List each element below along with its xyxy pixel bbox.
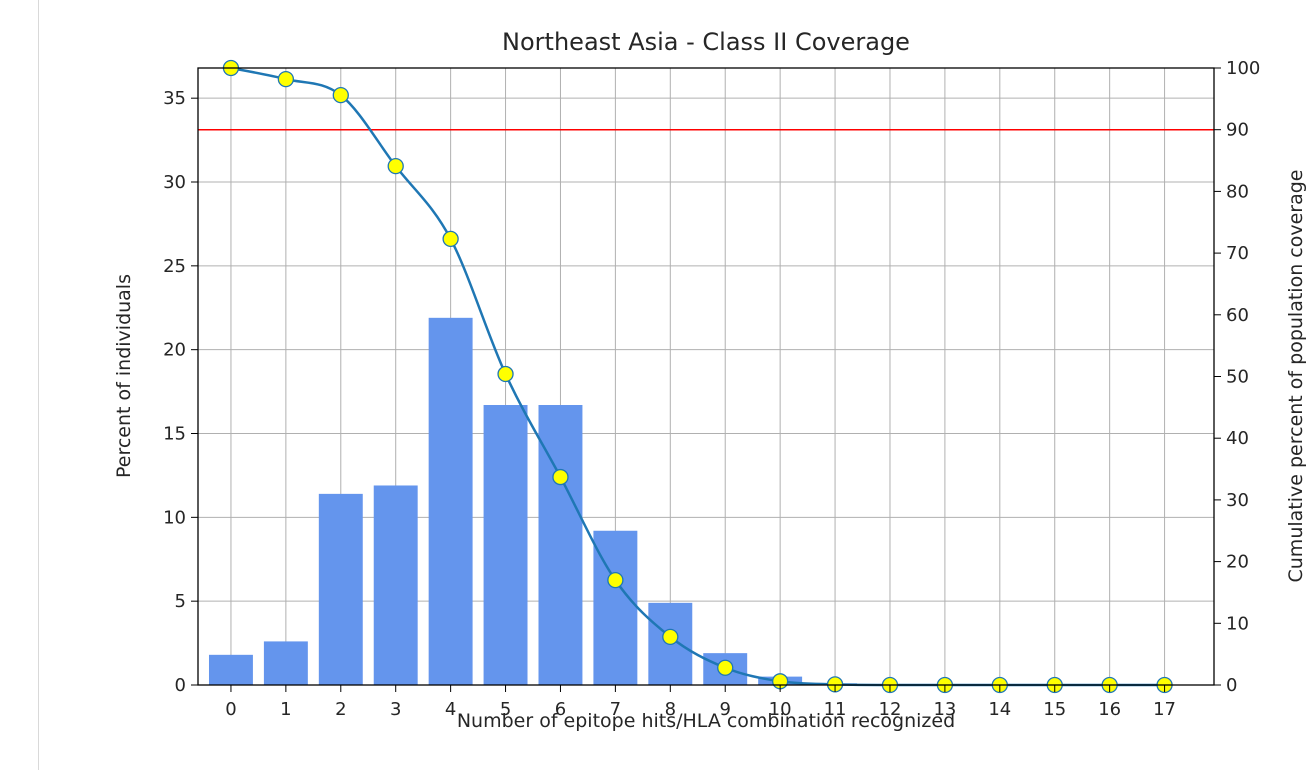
x-tick-label: 10: [769, 699, 792, 720]
coverage-point-9: [717, 659, 734, 676]
coverage-point-6: [552, 468, 569, 486]
x-tick-label: 11: [824, 699, 847, 720]
bar-4: [428, 317, 473, 685]
y2-tick-label: 40: [1226, 428, 1249, 449]
cumulative-line-series: [222, 59, 1173, 694]
coverage-point-2: [332, 86, 349, 104]
x-tick-label: 13: [933, 699, 956, 720]
y-tick-label: 15: [163, 424, 186, 445]
x-tick-label: 2: [335, 699, 346, 720]
coverage-point-7: [607, 571, 624, 589]
y2-tick-label: 80: [1226, 181, 1249, 202]
y2-axis-label: Cumulative percent of population coverag…: [1285, 170, 1307, 583]
y2-tick-label: 30: [1226, 490, 1249, 511]
x-tick-label: 7: [610, 699, 621, 720]
y-tick-label: 35: [163, 88, 186, 109]
y2-tick-label: 50: [1226, 367, 1249, 388]
cumulative-coverage-line: [230, 66, 1165, 687]
coverage-point-5: [497, 365, 514, 383]
y-axis-ticks: 0 5 10 15 20 25 30 35: [163, 88, 198, 696]
y2-tick-label: 60: [1226, 305, 1249, 326]
x-tick-label: 16: [1098, 699, 1121, 720]
x-tick-label: 9: [719, 699, 730, 720]
x-tick-label: 5: [500, 699, 511, 720]
bar-1: [263, 641, 308, 685]
coverage-point-3: [387, 157, 404, 175]
y-axis-label: Percent of individuals: [113, 274, 135, 478]
bar-2: [318, 493, 363, 685]
x-tick-label: 1: [280, 699, 291, 720]
y2-tick-label: 70: [1226, 243, 1249, 264]
x-tick-label: 12: [879, 699, 902, 720]
coverage-point-4: [442, 230, 459, 248]
y2-tick-label: 90: [1226, 120, 1249, 141]
y2-tick-label: 20: [1226, 552, 1249, 573]
y2-axis-ticks: 0 10 20 30 40 50 60 70 80 90 100: [1214, 58, 1260, 696]
coverage-point-8: [662, 628, 679, 646]
y-tick-label: 5: [175, 591, 186, 612]
notebook-cell-border: [38, 0, 39, 770]
x-axis-ticks: 0 1 2 3 4 5 6 7 8 9 10 11 12 13 14 15 16 17: [225, 685, 1176, 720]
bar-0: [208, 654, 253, 685]
y-tick-label: 30: [163, 172, 186, 193]
y-tick-label: 0: [175, 675, 186, 696]
x-tick-label: 6: [555, 699, 566, 720]
bar-series: [208, 317, 858, 685]
y-tick-label: 10: [163, 507, 186, 528]
x-tick-label: 14: [988, 699, 1011, 720]
y2-tick-label: 0: [1226, 675, 1237, 696]
x-tick-label: 17: [1153, 699, 1176, 720]
y-tick-label: 25: [163, 256, 186, 277]
y2-tick-label: 10: [1226, 613, 1249, 634]
x-tick-label: 8: [665, 699, 676, 720]
coverage-point-1: [277, 70, 295, 88]
chart-title: Northeast Asia - Class II Coverage: [502, 28, 910, 56]
y-tick-label: 20: [163, 340, 186, 361]
x-tick-label: 4: [445, 699, 456, 720]
x-axis-label: Number of epitope hits/HLA combination r…: [457, 710, 955, 732]
x-tick-label: 0: [225, 699, 236, 720]
y2-tick-label: 100: [1226, 58, 1260, 79]
bar-3: [373, 485, 418, 685]
x-tick-label: 15: [1043, 699, 1066, 720]
bar-5: [483, 405, 528, 685]
x-tick-label: 3: [390, 699, 401, 720]
